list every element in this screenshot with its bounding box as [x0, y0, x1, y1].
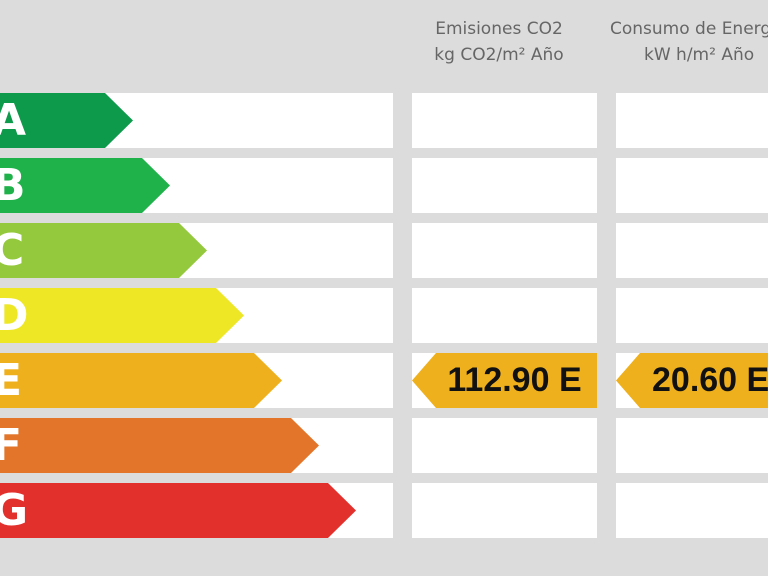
rating-letter-c: C [0, 224, 25, 276]
emisiones-header-line1: Emisiones CO2 [435, 19, 563, 39]
rating-arrow-b: B [0, 158, 170, 213]
rating-letter-a: A [0, 94, 27, 146]
consumo-header-line1: Consumo de Energía [610, 19, 768, 39]
rating-row-a-emisiones-cell [412, 93, 597, 148]
consumo-header: Consumo de Energía kW h/m² Año [596, 16, 768, 68]
emisiones-value-badge: 112.90 E [412, 353, 597, 408]
rating-row-c-emisiones-cell [412, 223, 597, 278]
rating-row-b-emisiones-cell [412, 158, 597, 213]
emisiones-header: Emisiones CO2 kg CO2/m² Año [389, 16, 609, 68]
rating-letter-b: B [0, 159, 26, 211]
rating-arrow-g: G [0, 483, 356, 538]
rating-row-c-consumo-cell [616, 223, 768, 278]
rating-row-f-emisiones-cell [412, 418, 597, 473]
rating-letter-d: D [0, 289, 29, 341]
rating-row-a-consumo-cell [616, 93, 768, 148]
rating-arrow-e: E [0, 353, 282, 408]
rating-row-f-consumo-cell [616, 418, 768, 473]
consumo-header-line2: kW h/m² Año [644, 45, 755, 65]
rating-row-b-consumo-cell [616, 158, 768, 213]
rating-letter-g: G [0, 484, 29, 536]
rating-row-g-consumo-cell [616, 483, 768, 538]
rating-letter-e: E [0, 354, 23, 406]
rating-row-g-emisiones-cell [412, 483, 597, 538]
rating-row-d-emisiones-cell [412, 288, 597, 343]
rating-letter-f: F [0, 419, 23, 471]
rating-row-d-consumo-cell [616, 288, 768, 343]
consumo-value-badge: 20.60 E [616, 353, 768, 408]
emisiones-header-line2: kg CO2/m² Año [434, 45, 564, 65]
rating-arrow-c: C [0, 223, 207, 278]
rating-arrow-f: F [0, 418, 319, 473]
rating-arrow-a: A [0, 93, 133, 148]
rating-arrow-d: D [0, 288, 244, 343]
